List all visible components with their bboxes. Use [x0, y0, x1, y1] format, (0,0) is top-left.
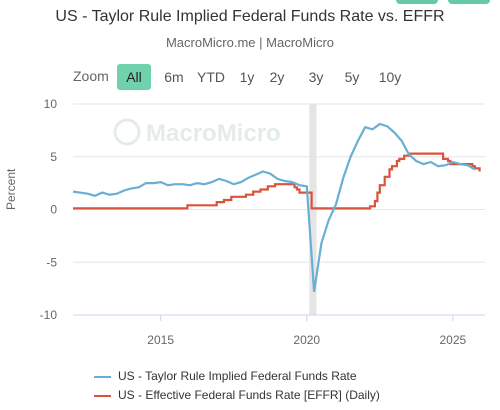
top-cropped-button-1[interactable]: [396, 0, 438, 4]
y-tick-label: -10: [40, 308, 58, 322]
y-tick-label: 5: [50, 150, 57, 164]
x-tick-label: 2015: [147, 333, 174, 347]
range-button-6m[interactable]: 6m: [164, 69, 184, 85]
range-button-ytd[interactable]: YTD: [197, 69, 225, 85]
range-button-10y[interactable]: 10y: [378, 69, 402, 85]
x-tick-label: 2025: [440, 333, 467, 347]
top-cropped-button-2[interactable]: [448, 0, 490, 4]
zoom-label: Zoom: [73, 68, 109, 84]
range-button-2y[interactable]: 2y: [269, 69, 285, 85]
chart-title: US - Taylor Rule Implied Federal Funds R…: [55, 8, 445, 25]
series-line-taylor-rule: [72, 122, 476, 292]
legend-swatch-taylor: [94, 376, 111, 378]
range-button-1y[interactable]: 1y: [239, 69, 255, 85]
line-chart: 10 5 0 -5 -10 2015 2020 2025 MacroMicro: [40, 97, 485, 347]
y-tick-label: -5: [46, 255, 57, 269]
legend-label-effr: US - Effective Federal Funds Rate [EFFR]…: [118, 388, 380, 402]
legend-label-taylor: US - Taylor Rule Implied Federal Funds R…: [118, 369, 357, 383]
y-tick-label: 0: [50, 203, 57, 217]
range-button-all[interactable]: All: [117, 64, 151, 90]
range-button-3y[interactable]: 3y: [308, 69, 324, 85]
watermark: MacroMicro: [113, 118, 281, 147]
watermark-logo-icon: [113, 118, 141, 146]
chart-subtitle: MacroMicro.me | MacroMicro: [165, 35, 335, 50]
series-line-effr: [73, 152, 481, 210]
x-tick-label: 2020: [293, 333, 320, 347]
x-tick-labels: 2015 2020 2025: [147, 315, 467, 347]
watermark-text: MacroMicro: [146, 120, 281, 147]
legend-swatch-effr: [94, 395, 111, 397]
y-tick-label: 10: [44, 97, 58, 111]
range-button-5y[interactable]: 5y: [344, 69, 360, 85]
y-tick-labels: 10 5 0 -5 -10: [40, 97, 58, 322]
